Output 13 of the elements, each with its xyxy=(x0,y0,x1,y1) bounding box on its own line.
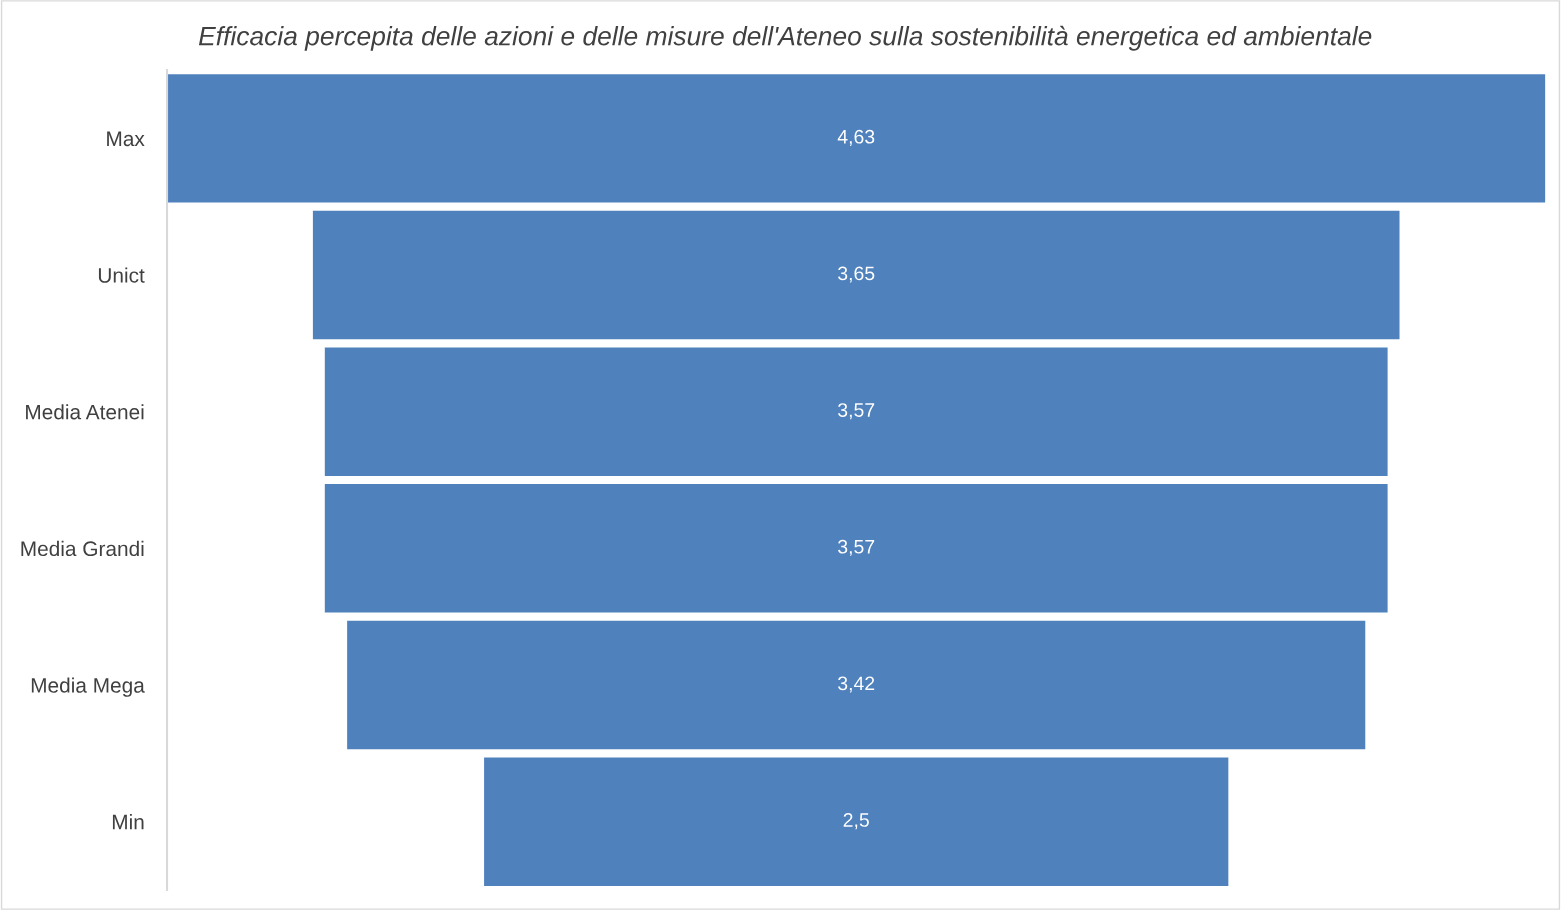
data-label: 3,57 xyxy=(838,403,875,420)
data-label: 3,57 xyxy=(838,539,875,556)
data-label: 3,42 xyxy=(838,676,875,693)
data-label: 3,65 xyxy=(838,266,875,283)
data-label: 2,5 xyxy=(843,813,869,830)
category-label: Min xyxy=(112,814,144,830)
text: Efficacia percepita delle azioni e delle misure dell'Ateneo sulla sostenibilità energetica ed ambientale xyxy=(198,25,1372,51)
category-label: Unict xyxy=(98,267,145,283)
category-label: Max xyxy=(107,131,145,147)
data-label: 4,63 xyxy=(837,129,875,146)
category-label: Media Mega xyxy=(31,677,145,697)
category-label: Media Grandi xyxy=(21,540,144,557)
category-label: Media Atenei xyxy=(26,404,144,420)
